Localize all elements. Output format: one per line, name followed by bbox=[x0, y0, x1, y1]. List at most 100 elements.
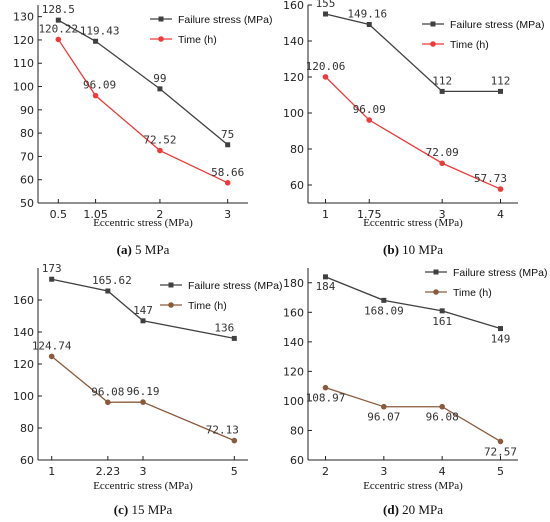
time-point bbox=[55, 36, 62, 43]
failure-stress-data-label: 99 bbox=[153, 72, 166, 85]
y-tick-label: 160 bbox=[283, 0, 304, 12]
time-point bbox=[322, 74, 329, 80]
time-point bbox=[224, 180, 231, 186]
legend-entry-label: Failure stress (MPa) bbox=[178, 14, 273, 26]
chart-panel-d: 60 80 100 120 140 160 180 2 3 4 5 Eccentric stress … bbox=[283, 267, 548, 517]
legend-entry-label: Time (h) bbox=[188, 300, 227, 312]
failure-stress-data-label: 173 bbox=[42, 262, 62, 275]
legend-entry-label: Time (h) bbox=[453, 287, 492, 299]
time-point bbox=[105, 399, 111, 406]
y-tick-label: 110 bbox=[13, 57, 34, 70]
x-tick-label: 1 bbox=[322, 208, 329, 221]
x-axis-label: Eccentric stress (MPa) bbox=[363, 217, 463, 229]
x-tick-label: 2.23 bbox=[96, 465, 121, 478]
panel-caption: (b) 10 MPa bbox=[383, 242, 443, 257]
failure-stress-point bbox=[366, 22, 372, 28]
failure-stress-data-label: 112 bbox=[491, 74, 511, 87]
chart-panel-a: 50 60 70 80 90 100 110 120 130 0.5 1.05 2 3 Eccentric… bbox=[13, 3, 273, 257]
x-axis-label: Eccentric stress (MPa) bbox=[363, 480, 463, 492]
panel-caption-letter: (b) bbox=[383, 242, 399, 257]
time-data-label: 72.57 bbox=[484, 445, 517, 458]
x-tick-label: 4 bbox=[497, 208, 504, 221]
y-tick-label: 120 bbox=[13, 358, 34, 371]
time-data-label: 108.97 bbox=[306, 392, 346, 405]
time-data-label: 120.22 bbox=[38, 22, 78, 35]
legend-entry-label: Failure stress (MPa) bbox=[450, 19, 545, 31]
failure-stress-line bbox=[325, 276, 501, 330]
time-data-label: 96.08 bbox=[426, 411, 459, 424]
time-line bbox=[325, 76, 501, 190]
time-point bbox=[366, 117, 373, 123]
failure-stress-data-label: 149 bbox=[491, 333, 511, 346]
failure-stress-data-label: 112 bbox=[432, 74, 452, 87]
failure-stress-point bbox=[49, 276, 55, 282]
failure-stress-data-label: 128.5 bbox=[42, 3, 75, 16]
failure-stress-point bbox=[140, 318, 146, 324]
failure-stress-line bbox=[51, 278, 235, 340]
time-point bbox=[140, 399, 146, 405]
y-tick-label: 100 bbox=[13, 81, 34, 94]
time-point bbox=[497, 186, 504, 192]
x-tick-label: 5 bbox=[497, 465, 504, 478]
time-data-label: 96.08 bbox=[91, 385, 124, 398]
y-tick-label: 160 bbox=[283, 306, 304, 319]
legend-marker bbox=[430, 41, 436, 47]
legend-marker bbox=[158, 16, 164, 22]
time-line bbox=[57, 39, 228, 184]
time-point bbox=[92, 92, 99, 99]
legend-marker bbox=[158, 36, 164, 42]
failure-stress-data-label: 161 bbox=[432, 315, 452, 328]
x-tick-label: 4 bbox=[439, 465, 446, 478]
chart-panel-b: 60 80 100 120 140 160 1 1.75 3 4 Eccentric stress … bbox=[283, 0, 545, 257]
failure-stress-point bbox=[439, 308, 445, 314]
x-axis-label: Eccentric stress (MPa) bbox=[93, 480, 193, 492]
y-tick-label: 180 bbox=[283, 277, 304, 290]
failure-stress-point bbox=[381, 297, 387, 303]
time-data-label: 124.74 bbox=[32, 339, 72, 352]
failure-stress-data-label: 168.09 bbox=[364, 304, 404, 317]
panel-caption: (a) 5 MPa bbox=[117, 242, 170, 257]
y-tick-label: 140 bbox=[283, 336, 304, 349]
y-tick-label: 50 bbox=[20, 197, 34, 210]
failure-stress-point bbox=[93, 38, 99, 44]
time-point bbox=[439, 403, 445, 410]
failure-stress-point bbox=[323, 274, 328, 280]
y-tick-label: 160 bbox=[13, 294, 34, 307]
panel-caption-letter: (c) bbox=[114, 502, 128, 517]
time-point bbox=[48, 353, 55, 360]
legend-marker bbox=[433, 289, 439, 295]
y-tick-label: 90 bbox=[20, 104, 34, 117]
x-tick-label: 5 bbox=[231, 465, 238, 478]
y-tick-label: 100 bbox=[283, 395, 304, 408]
panel-caption-text: 5 MPa bbox=[132, 242, 170, 257]
panel-caption-text: 10 MPa bbox=[399, 242, 443, 257]
failure-stress-data-label: 165.62 bbox=[92, 274, 132, 287]
failure-stress-point bbox=[105, 288, 111, 294]
failure-stress-point bbox=[55, 17, 61, 23]
y-tick-label: 140 bbox=[283, 35, 304, 48]
y-tick-label: 70 bbox=[20, 150, 34, 163]
failure-stress-data-label: 75 bbox=[221, 128, 234, 141]
failure-stress-point bbox=[498, 88, 503, 94]
failure-stress-data-label: 147 bbox=[133, 304, 153, 317]
panel-caption-letter: (a) bbox=[117, 242, 132, 257]
time-data-label: 58.66 bbox=[211, 166, 244, 179]
failure-stress-data-label: 119.43 bbox=[80, 24, 120, 37]
legend-entry-label: Failure stress (MPa) bbox=[453, 267, 548, 279]
legend-marker bbox=[430, 21, 436, 27]
y-tick-label: 80 bbox=[20, 422, 34, 435]
time-point bbox=[322, 384, 329, 391]
failure-stress-point bbox=[231, 335, 237, 341]
time-data-label: 96.07 bbox=[367, 411, 400, 424]
time-data-label: 72.13 bbox=[206, 424, 239, 437]
chart-panel-c: 60 80 100 120 140 160 1 2.23 3 5 Eccentric stress … bbox=[13, 262, 283, 517]
failure-stress-data-label: 149.16 bbox=[347, 8, 387, 21]
time-data-label: 96.09 bbox=[83, 79, 116, 92]
failure-stress-data-label: 136 bbox=[214, 321, 234, 334]
failure-stress-point bbox=[498, 326, 503, 332]
time-point bbox=[157, 147, 163, 154]
time-data-label: 72.09 bbox=[426, 146, 459, 159]
failure-stress-point bbox=[225, 142, 231, 148]
failure-stress-data-label: 184 bbox=[316, 280, 336, 293]
